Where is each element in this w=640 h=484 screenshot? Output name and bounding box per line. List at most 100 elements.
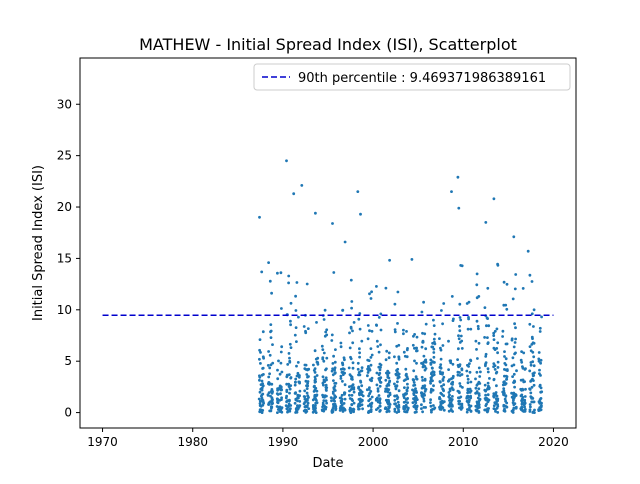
scatter-point <box>339 377 343 380</box>
scatter-point <box>475 390 479 393</box>
scatter-point <box>514 273 518 276</box>
scatter-point <box>321 348 325 351</box>
scatter-point <box>375 408 378 411</box>
scatter-point <box>440 392 444 396</box>
scatter-point <box>375 285 378 288</box>
scatter-point <box>523 395 527 398</box>
scatter-point <box>333 366 337 370</box>
scatter-point <box>330 369 334 373</box>
chart-title: MATHEW - Initial Spread Index (ISI), Sca… <box>139 35 517 54</box>
scatter-point <box>405 397 409 401</box>
scatter-point <box>532 379 535 382</box>
scatter-point <box>441 322 444 326</box>
scatter-point <box>324 376 328 380</box>
scatter-point <box>288 399 291 403</box>
scatter-point <box>348 331 351 335</box>
scatter-point <box>538 385 542 388</box>
scatter-point <box>456 373 460 377</box>
scatter-point <box>304 368 308 371</box>
scatter-point <box>492 365 495 369</box>
scatter-point <box>422 397 426 401</box>
scatter-point <box>421 379 424 382</box>
scatter-point <box>332 402 335 406</box>
scatter-point <box>307 407 311 410</box>
scatter-point <box>307 375 310 378</box>
scatter-point <box>513 380 517 384</box>
scatter-point <box>522 401 526 405</box>
scatter-point <box>329 396 333 399</box>
scatter-point <box>496 403 499 406</box>
scatter-point <box>287 281 290 285</box>
scatter-point <box>450 295 454 298</box>
scatter-point <box>458 396 461 400</box>
scatter-point <box>330 399 333 403</box>
scatter-point <box>459 334 463 338</box>
scatter-point <box>420 391 424 395</box>
scatter-point <box>469 404 473 408</box>
scatter-point <box>504 342 508 346</box>
scatter-point <box>268 353 272 357</box>
scatter-point <box>429 363 433 366</box>
scatter-point <box>458 316 462 319</box>
scatter-point <box>260 394 263 398</box>
scatter-point <box>483 408 487 412</box>
scatter-point <box>324 330 328 334</box>
scatter-point <box>288 356 291 360</box>
y-tick-label: 15 <box>57 251 72 265</box>
scatter-point <box>475 370 479 374</box>
scatter-point <box>487 387 490 391</box>
scatter-point <box>411 378 415 381</box>
scatter-point <box>406 386 410 390</box>
scatter-point <box>343 391 346 394</box>
scatter-point <box>339 341 343 345</box>
scatter-point <box>466 377 470 381</box>
scatter-point <box>315 389 319 393</box>
scatter-point <box>302 325 306 328</box>
scatter-point <box>495 399 499 402</box>
scatter-point <box>442 383 446 387</box>
scatter-point <box>279 271 283 275</box>
scatter-point <box>276 377 280 381</box>
scatter-point <box>259 362 262 365</box>
scatter-point <box>275 397 279 401</box>
scatter-point <box>269 323 273 326</box>
scatter-point <box>483 336 486 339</box>
scatter-point <box>430 410 433 414</box>
scatter-point <box>433 406 437 410</box>
scatter-point <box>298 381 301 385</box>
scatter-point <box>495 327 499 331</box>
scatter-point <box>512 235 516 239</box>
scatter-point <box>314 394 318 398</box>
scatter-point <box>289 404 293 407</box>
scatter-point <box>278 386 282 390</box>
scatter-point <box>476 324 480 328</box>
scatter-point <box>260 396 264 400</box>
scatter-point <box>341 370 344 374</box>
scatter-point <box>403 354 407 358</box>
scatter-point <box>538 368 541 372</box>
scatter-point <box>375 324 378 327</box>
scatter-point <box>484 404 488 407</box>
x-axis-ticks: 1970 1980 1990 2000 2010 2020 <box>87 428 569 449</box>
scatter-point <box>325 356 329 360</box>
scatter-point <box>361 407 364 411</box>
scatter-point <box>285 375 289 379</box>
scatter-point <box>271 361 275 365</box>
scatter-point <box>295 364 298 368</box>
scatter-point <box>306 401 310 405</box>
scatter-point <box>287 385 291 388</box>
scatter-point <box>356 361 360 365</box>
scatter-point <box>439 357 443 361</box>
scatter-point <box>369 409 373 413</box>
scatter-point <box>349 388 353 391</box>
scatter-point <box>304 405 307 409</box>
scatter-point <box>295 374 299 378</box>
scatter-point <box>397 389 401 393</box>
scatter-point <box>412 405 416 408</box>
scatter-point <box>529 395 533 398</box>
scatter-point <box>322 351 326 355</box>
scatter-point <box>505 401 509 405</box>
scatter-point <box>368 292 371 296</box>
scatter-point <box>331 362 335 365</box>
scatter-point <box>458 329 462 333</box>
